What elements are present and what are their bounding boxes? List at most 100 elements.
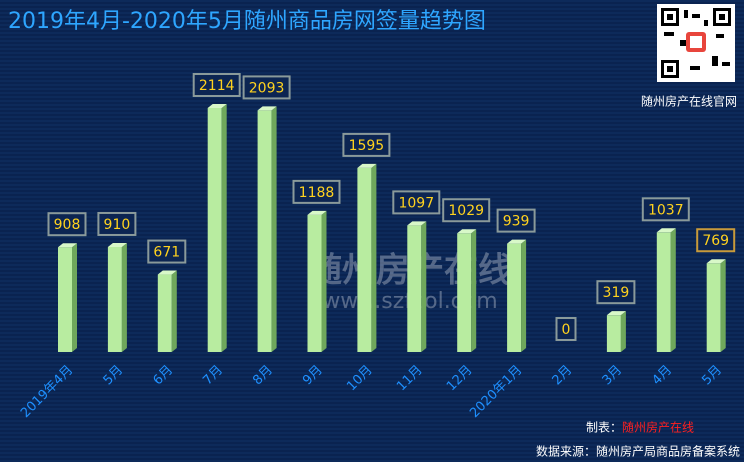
bar-face <box>221 104 227 352</box>
bar <box>656 228 676 352</box>
x-tick-label: 3月 <box>600 363 626 389</box>
value-label: 319 <box>603 285 630 301</box>
bar <box>157 270 177 352</box>
value-label-box <box>641 197 690 222</box>
bar-face <box>157 274 172 352</box>
bar-face <box>357 163 377 168</box>
value-label: 1029 <box>448 203 484 219</box>
bar <box>706 259 726 352</box>
value-label: 1037 <box>648 202 684 218</box>
bar <box>207 104 227 352</box>
value-label-box <box>596 280 636 305</box>
footer-maker: 随州房产在线 <box>622 420 694 435</box>
x-tick-label: 8月 <box>250 363 276 389</box>
bar-face <box>171 270 177 352</box>
value-label: 1188 <box>299 185 335 201</box>
x-tick-label: 2月 <box>550 363 576 389</box>
bar-face <box>670 228 676 352</box>
bar <box>606 311 626 352</box>
value-label-box <box>147 239 187 264</box>
value-label: 769 <box>702 233 729 249</box>
value-label-box <box>342 132 391 157</box>
x-tick-label: 5月 <box>699 363 725 389</box>
value-label: 671 <box>153 245 180 261</box>
value-label-box <box>47 212 87 237</box>
x-tick-label: 7月 <box>200 363 226 389</box>
bar <box>58 243 77 352</box>
bar <box>257 106 277 352</box>
x-tick-label: 9月 <box>300 363 326 389</box>
bar-face <box>207 108 222 352</box>
bar-face <box>457 233 472 352</box>
bar-face <box>706 263 721 352</box>
bar-face <box>107 246 122 352</box>
bar <box>107 242 127 352</box>
value-label-box <box>442 198 491 223</box>
bar <box>307 210 327 352</box>
bar-face <box>407 225 422 352</box>
bar-face <box>421 221 427 352</box>
qr-code <box>657 4 735 82</box>
qr-caption: 随州房产在线官网 <box>641 94 737 109</box>
value-label: 908 <box>54 217 81 233</box>
bar-face <box>72 243 77 352</box>
bar-face <box>507 243 522 352</box>
bar-face <box>307 214 322 352</box>
value-label-box <box>392 190 441 215</box>
bar-face <box>107 242 127 247</box>
bar-face <box>271 106 277 352</box>
value-label-box <box>496 208 536 233</box>
x-tick-label: 5月 <box>101 363 127 389</box>
x-tick-label: 11月 <box>394 363 425 394</box>
bar-face <box>257 110 272 352</box>
bar-face <box>371 163 377 352</box>
value-label-box <box>696 228 736 253</box>
bar-face <box>706 259 726 264</box>
chart-title: 2019年4月-2020年5月随州商品房网签量趋势图 <box>8 9 486 34</box>
bar-face <box>720 259 726 352</box>
x-tick-label: 2019年4月 <box>18 363 76 421</box>
bar-face <box>58 247 72 352</box>
bar-face <box>606 315 621 352</box>
x-tick-label: 2020年1月 <box>467 363 525 421</box>
bar-face <box>307 210 327 215</box>
value-label-box <box>97 211 137 236</box>
bar <box>407 221 427 352</box>
bar-face <box>606 311 626 316</box>
x-tick-label: 10月 <box>344 363 375 394</box>
footer-label: 制表： <box>586 421 622 435</box>
bar-face <box>457 229 477 234</box>
bar-face <box>620 311 626 352</box>
bar-face <box>207 104 227 108</box>
bar-face <box>357 167 372 352</box>
bar <box>457 229 477 352</box>
value-label: 939 <box>503 214 530 230</box>
value-label-box <box>242 75 291 100</box>
bar <box>357 163 377 352</box>
x-tick-label: 6月 <box>150 363 176 389</box>
bar-face <box>507 239 527 244</box>
bar-face <box>121 242 127 352</box>
value-label: 2114 <box>199 78 235 94</box>
value-label: 1595 <box>349 138 385 154</box>
bar-face <box>471 229 477 352</box>
bar-face <box>407 221 427 226</box>
bar-face <box>656 228 676 233</box>
x-tick-label: 4月 <box>649 363 675 389</box>
x-tick-label: 12月 <box>444 363 475 394</box>
value-label-box <box>555 317 577 341</box>
bar-face <box>656 232 671 352</box>
bar-face <box>157 270 177 275</box>
value-label: 910 <box>104 217 131 233</box>
bar-face <box>257 106 277 111</box>
value-label: 1097 <box>398 195 434 211</box>
value-label: 0 <box>562 322 571 338</box>
bar-face <box>521 239 527 352</box>
value-label-box <box>292 179 341 204</box>
bar <box>507 239 527 352</box>
value-label: 2093 <box>249 80 285 96</box>
bar-face <box>58 243 77 248</box>
bar-face <box>321 210 327 352</box>
